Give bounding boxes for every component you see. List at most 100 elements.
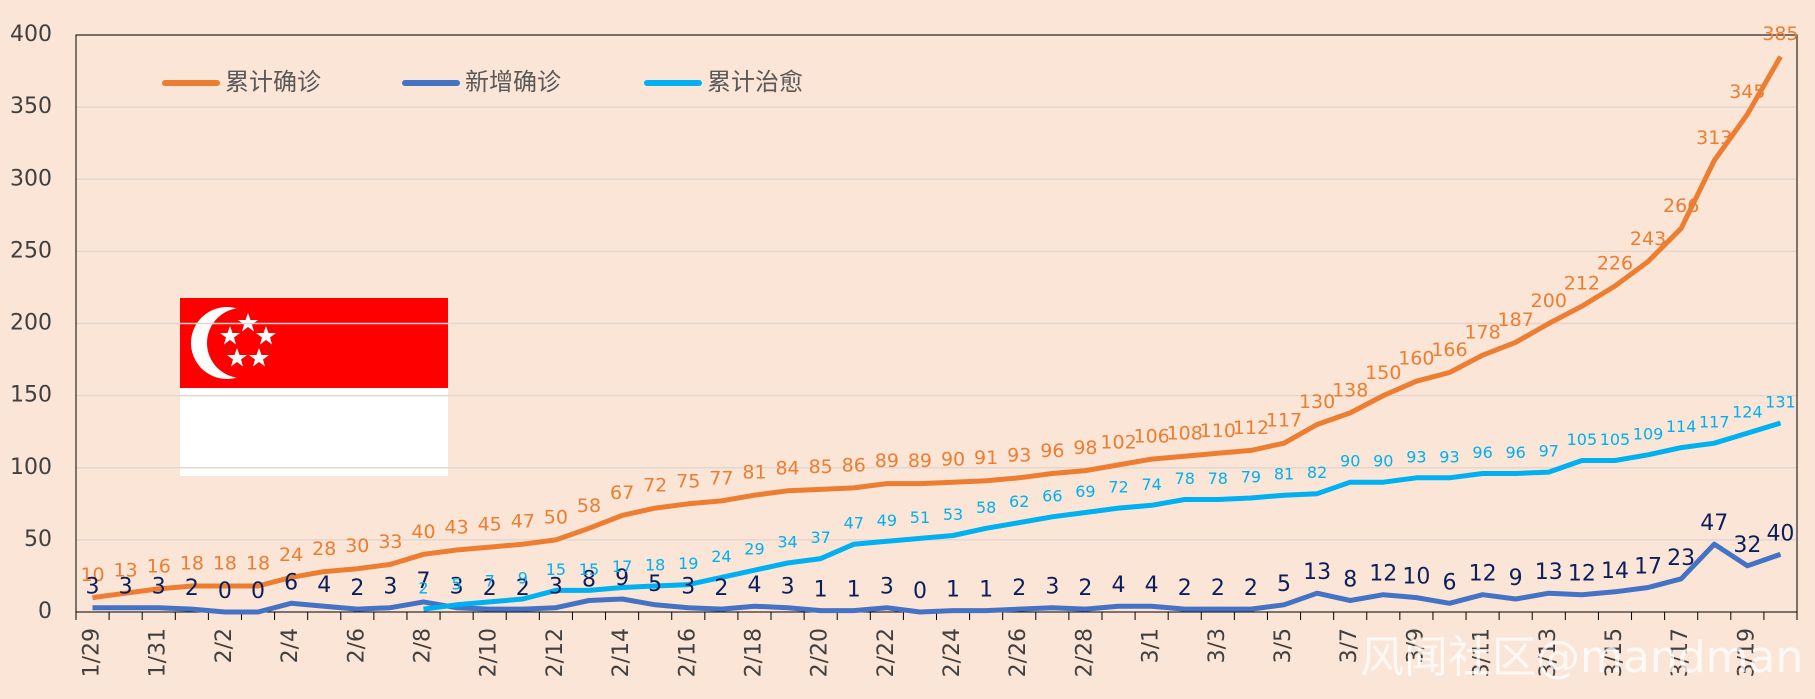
data-label: 17 [612, 557, 632, 576]
data-label: 117 [1699, 413, 1730, 432]
flag-white [180, 388, 448, 476]
data-label: 10 [1402, 565, 1430, 590]
data-label: 8 [1343, 567, 1357, 592]
y-tick-label: 50 [24, 527, 52, 552]
data-label: 96 [1040, 440, 1064, 462]
data-label: 150 [1365, 362, 1401, 384]
flag [180, 298, 448, 476]
data-label: 15 [579, 560, 599, 579]
data-label: 313 [1696, 127, 1732, 149]
data-label: 37 [810, 528, 830, 547]
data-label: 84 [775, 457, 799, 479]
data-label: 4 [1145, 573, 1159, 598]
data-label: 79 [1241, 468, 1261, 487]
x-tick-label: 2/8 [411, 628, 436, 663]
data-label: 45 [478, 514, 502, 536]
x-tick-label: 3/13 [1536, 628, 1561, 677]
data-label: 114 [1666, 417, 1697, 436]
data-label: 5 [1277, 572, 1291, 597]
data-label: 24 [711, 547, 731, 566]
data-label: 28 [312, 538, 336, 560]
data-label: 166 [1431, 339, 1467, 361]
data-label: 2 [1012, 576, 1026, 601]
data-label: 18 [213, 553, 237, 575]
data-label: 5 [452, 574, 462, 593]
data-label: 4 [317, 573, 331, 598]
data-label: 385 [1762, 23, 1798, 45]
data-label: 15 [546, 560, 566, 579]
data-label: 53 [943, 505, 963, 524]
series-line [92, 541, 1782, 615]
x-tick-label: 2/14 [609, 628, 634, 677]
data-label: 130 [1299, 391, 1335, 413]
data-label: 2 [714, 576, 728, 601]
data-label: 4 [747, 573, 761, 598]
x-tick-label: 3/19 [1734, 628, 1759, 677]
x-tick-label: 2/16 [675, 628, 700, 677]
y-tick-label: 350 [10, 94, 52, 119]
data-label: 74 [1141, 475, 1161, 494]
data-label: 98 [1073, 437, 1097, 459]
data-label: 93 [1439, 447, 1459, 466]
data-label: 2 [350, 576, 364, 601]
series-line [92, 55, 1783, 601]
data-label: 2 [1078, 576, 1092, 601]
data-label: 77 [709, 467, 733, 489]
data-label: 30 [345, 535, 369, 557]
y-tick-label: 150 [10, 383, 52, 408]
data-label: 3 [86, 575, 100, 600]
data-label: 9 [518, 569, 528, 588]
data-label: 2 [185, 576, 199, 601]
data-label: 23 [1667, 546, 1695, 571]
data-label: 187 [1498, 309, 1534, 331]
data-label: 200 [1531, 290, 1567, 312]
data-label: 160 [1398, 348, 1434, 370]
data-label: 96 [1506, 443, 1526, 462]
data-label: 86 [842, 454, 866, 476]
x-tick-label: 3/1 [1139, 628, 1164, 663]
legend-label: 新增确诊 [465, 68, 561, 96]
data-label: 18 [645, 556, 665, 575]
data-label: 33 [378, 531, 402, 553]
legend-item: 累计治愈 [644, 68, 803, 96]
data-label: 32 [1733, 533, 1761, 558]
x-tick-label: 1/29 [80, 628, 105, 677]
data-label: 2 [516, 576, 530, 601]
data-label: 212 [1564, 273, 1600, 295]
x-tick-label: 2/2 [212, 628, 237, 663]
data-label: 19 [678, 554, 698, 573]
x-tick-label: 3/3 [1205, 628, 1230, 663]
data-label: 72 [1108, 478, 1128, 497]
data-label: 10 [80, 564, 104, 586]
data-label: 0 [218, 579, 232, 604]
data-label: 13 [1535, 560, 1563, 585]
data-label: 1 [814, 578, 828, 603]
data-label: 4 [1112, 573, 1126, 598]
x-tick-label: 2/4 [278, 628, 303, 663]
data-label: 131 [1765, 393, 1796, 412]
data-label: 72 [643, 475, 667, 497]
data-label: 34 [777, 532, 797, 551]
data-label: 0 [251, 579, 265, 604]
data-label: 82 [1307, 463, 1327, 482]
data-label: 90 [941, 449, 965, 471]
data-label: 3 [450, 575, 464, 600]
data-label: 18 [180, 553, 204, 575]
data-label: 3 [383, 575, 397, 600]
data-label: 50 [544, 506, 568, 528]
data-label: 47 [511, 511, 535, 533]
x-tick-label: 2/22 [874, 628, 899, 677]
x-tick-label: 3/11 [1470, 628, 1495, 677]
data-label: 49 [877, 511, 897, 530]
data-label: 75 [676, 470, 700, 492]
data-label: 2 [1211, 576, 1225, 601]
legend-label: 累计治愈 [707, 68, 803, 96]
watermark: 风闻社区@mandman [1360, 632, 1803, 683]
data-label: 13 [114, 560, 138, 582]
data-label: 12 [1369, 562, 1397, 587]
x-tick-label: 1/31 [146, 628, 171, 677]
data-label: 91 [974, 447, 998, 469]
data-label: 2 [1244, 576, 1258, 601]
data-label: 124 [1732, 403, 1763, 422]
x-tick-label: 2/10 [477, 628, 502, 677]
